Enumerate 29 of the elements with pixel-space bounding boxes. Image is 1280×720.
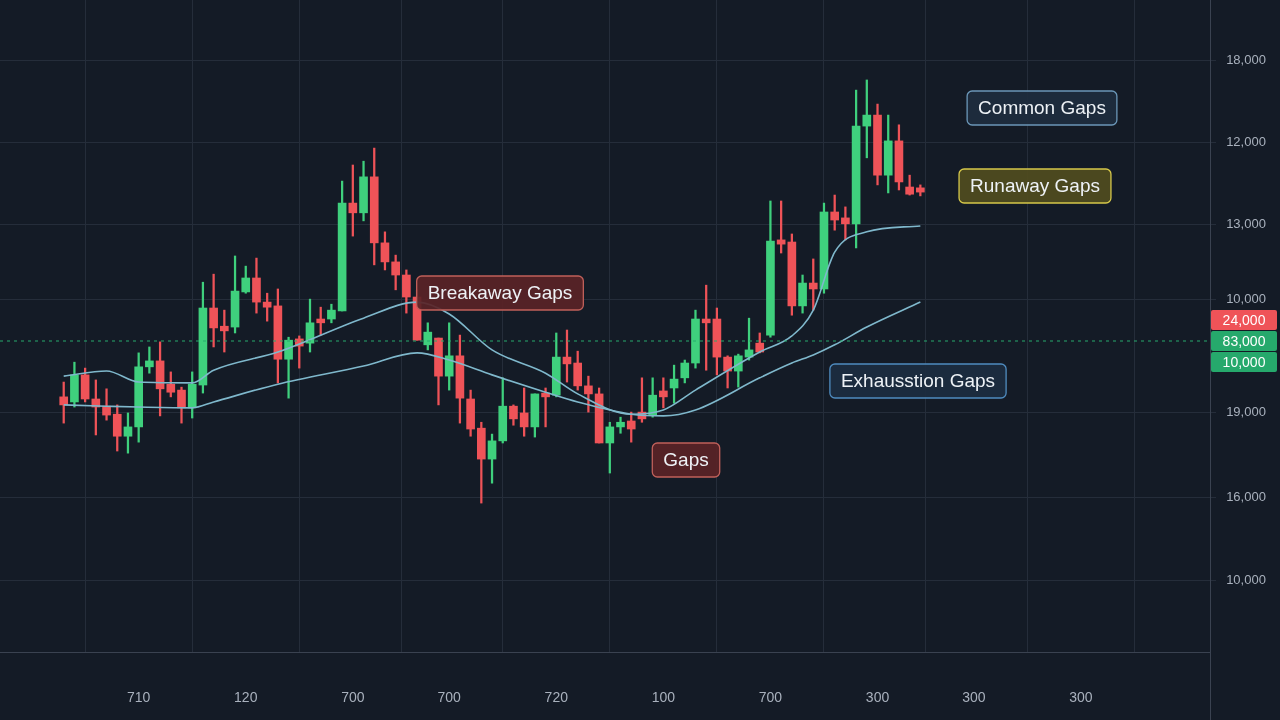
candlestick (616, 416, 625, 434)
text: 24,000 (1222, 311, 1266, 328)
candlestick (209, 273, 218, 348)
text: 18,000 (1226, 51, 1266, 67)
x-tick-label: 720 (544, 689, 569, 706)
text: 10,000 (1226, 571, 1266, 587)
annotation: Breakaway Gaps (427, 282, 573, 304)
annotation: Common Gaps (978, 97, 1106, 119)
x-tick-label: 710 (126, 689, 151, 706)
text: 16,000 (1226, 488, 1266, 504)
x-tick-label: 300 (1069, 689, 1093, 706)
candlestick (841, 206, 850, 241)
candlestick (145, 346, 154, 374)
text: 10,000 (1222, 353, 1266, 370)
text: 19,000 (1226, 403, 1266, 419)
annotation: Exhausstion Gaps (840, 370, 996, 392)
x-tick-label: 300 (865, 689, 890, 706)
text: 83,000 (1222, 332, 1266, 349)
x-tick-label: 120 (234, 689, 258, 706)
x-tick-label: 700 (437, 689, 462, 706)
x-tick-label: 100 (651, 689, 676, 706)
x-tick-label: 700 (341, 689, 365, 706)
x-tick-label: 300 (962, 689, 986, 706)
annotation: Runaway Gaps (970, 175, 1100, 197)
text: 10,000 (1226, 290, 1266, 306)
annotation: Gaps (663, 449, 709, 471)
text: 13,000 (1226, 215, 1266, 231)
x-tick-label: 700 (758, 689, 783, 706)
text: 12,000 (1226, 133, 1266, 149)
